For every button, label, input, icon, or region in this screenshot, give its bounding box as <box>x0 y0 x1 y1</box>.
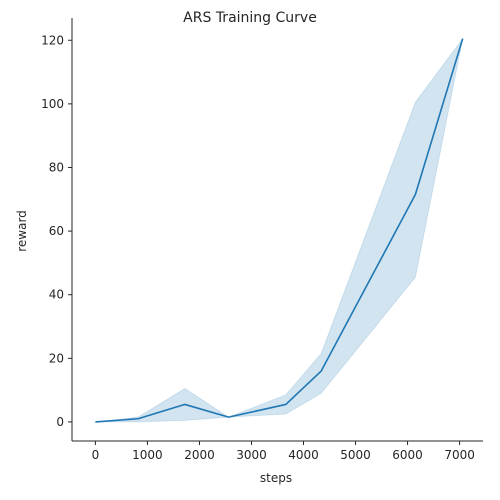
x-tick-label: 0 <box>92 448 100 462</box>
x-axis: 0 1000 2000 3000 4000 5000 6000 7000 <box>72 440 483 462</box>
x-tick-label: 4000 <box>288 448 319 462</box>
y-tick-label: 80 <box>49 160 64 174</box>
x-tick-label: 2000 <box>184 448 215 462</box>
y-axis: 0 20 40 60 80 100 120 <box>41 18 73 441</box>
y-tick-label: 20 <box>49 351 64 365</box>
y-tick-label: 120 <box>41 33 64 47</box>
plot-area <box>95 38 464 423</box>
confidence-band <box>95 38 464 423</box>
y-tick-label: 60 <box>49 224 64 238</box>
chart-title: ARS Training Curve <box>183 10 317 26</box>
y-tick-label: 100 <box>41 97 64 111</box>
x-tick-label: 1000 <box>132 448 163 462</box>
x-tick-label: 6000 <box>392 448 423 462</box>
x-axis-label: steps <box>260 471 292 485</box>
y-axis-label: reward <box>15 210 29 252</box>
x-tick-label: 5000 <box>340 448 371 462</box>
y-tick-label: 0 <box>56 415 64 429</box>
x-tick-label: 7000 <box>444 448 475 462</box>
series-line <box>95 38 464 423</box>
x-tick-label: 3000 <box>236 448 267 462</box>
y-tick-label: 40 <box>49 288 64 302</box>
